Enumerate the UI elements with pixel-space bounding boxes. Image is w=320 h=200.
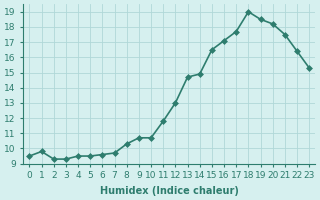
- X-axis label: Humidex (Indice chaleur): Humidex (Indice chaleur): [100, 186, 239, 196]
